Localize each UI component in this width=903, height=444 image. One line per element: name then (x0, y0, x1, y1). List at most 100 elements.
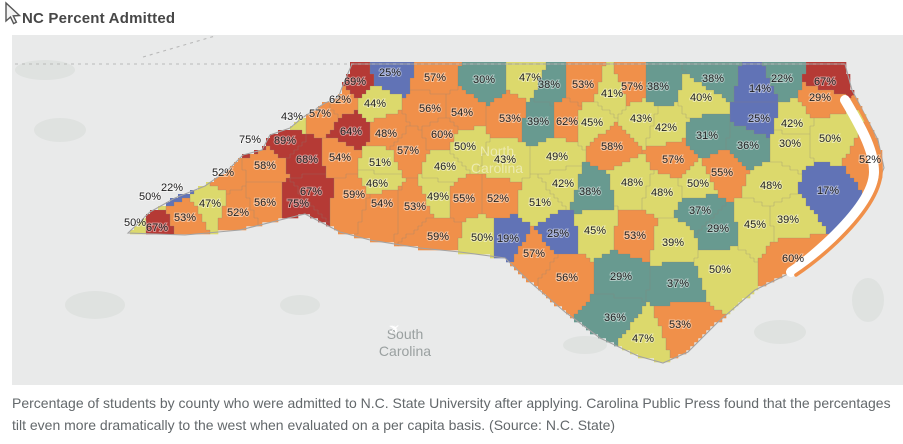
county-region[interactable] (598, 82, 623, 87)
county-region[interactable] (370, 66, 415, 71)
county-region[interactable] (590, 162, 623, 167)
county-region[interactable] (714, 182, 747, 187)
county-region[interactable] (258, 222, 263, 227)
county-region[interactable] (330, 102, 359, 107)
county-region[interactable] (770, 218, 819, 223)
county-region[interactable] (698, 238, 739, 243)
county-region[interactable] (730, 110, 779, 115)
county-region[interactable] (390, 90, 411, 95)
county-region[interactable] (658, 222, 687, 227)
county-region[interactable] (458, 66, 507, 71)
county-region[interactable] (446, 106, 487, 111)
county-region[interactable] (590, 294, 615, 299)
county-region[interactable] (646, 142, 667, 147)
county-region[interactable] (678, 90, 715, 95)
county-region[interactable] (694, 258, 755, 263)
county-region[interactable] (506, 90, 511, 95)
county-region[interactable] (482, 202, 519, 207)
county-region[interactable] (326, 222, 331, 227)
county-region[interactable] (430, 206, 451, 211)
county-region[interactable] (322, 214, 331, 219)
county-region[interactable] (398, 166, 423, 171)
county-value-label[interactable]: 67% (299, 185, 323, 199)
county-region[interactable] (518, 198, 559, 203)
county-region[interactable] (334, 182, 363, 187)
county-region[interactable] (402, 238, 459, 243)
county-region[interactable] (802, 174, 851, 179)
county-region[interactable] (762, 162, 783, 167)
county-region[interactable] (658, 170, 687, 175)
county-region[interactable] (706, 294, 751, 299)
county-region[interactable] (246, 186, 283, 191)
county-region[interactable] (362, 146, 387, 151)
county-value-label[interactable]: 53% (403, 200, 427, 214)
county-region[interactable] (494, 242, 523, 247)
county-region[interactable] (770, 142, 811, 147)
county-region[interactable] (354, 234, 395, 239)
county-region[interactable] (322, 142, 347, 147)
county-region[interactable] (722, 94, 735, 99)
county-region[interactable] (582, 102, 599, 107)
county-region[interactable] (510, 262, 551, 267)
county-region[interactable] (494, 238, 527, 243)
county-region[interactable] (258, 218, 279, 223)
county-region[interactable] (454, 218, 467, 223)
county-region[interactable] (594, 274, 651, 279)
county-region[interactable] (774, 86, 803, 91)
county-region[interactable] (322, 158, 359, 163)
county-value-labels[interactable]: 50%22%50% 67%53%47%52%52%56%58%75% 89%43% 5… (123, 66, 882, 346)
county-region[interactable] (494, 230, 531, 235)
county-region[interactable] (446, 114, 487, 119)
county-region[interactable] (426, 218, 455, 223)
county-region[interactable] (190, 190, 195, 195)
county-region[interactable] (590, 298, 643, 303)
county-value-label[interactable]: 67% (145, 221, 169, 235)
county-region[interactable] (706, 290, 755, 295)
county-region[interactable] (458, 158, 483, 163)
county-region[interactable] (650, 126, 687, 131)
county-value-label[interactable]: 53% (623, 229, 647, 243)
county-region[interactable] (290, 126, 307, 131)
county-region[interactable] (566, 138, 579, 143)
county-region[interactable] (330, 210, 363, 215)
county-region[interactable] (602, 78, 619, 83)
county-region[interactable] (762, 254, 819, 259)
county-value-label[interactable]: 51% (528, 196, 552, 210)
county-region[interactable] (582, 322, 631, 327)
county-region[interactable] (710, 154, 735, 159)
county-region[interactable] (754, 130, 775, 135)
county-region[interactable] (646, 158, 699, 163)
county-region[interactable] (634, 138, 647, 143)
county-value-label[interactable]: 75% (286, 197, 310, 211)
county-region[interactable] (646, 74, 683, 79)
county-region[interactable] (734, 86, 775, 91)
county-region[interactable] (266, 138, 307, 143)
county-region[interactable] (646, 70, 687, 75)
county-region[interactable] (778, 114, 811, 119)
county-region[interactable] (318, 218, 327, 223)
county-value-label[interactable]: 45% (580, 116, 604, 130)
county-region[interactable] (586, 302, 647, 307)
county-region[interactable] (810, 150, 851, 155)
county-region[interactable] (726, 146, 771, 151)
county-region[interactable] (830, 162, 843, 167)
county-region[interactable] (458, 82, 507, 87)
county-value-label[interactable]: 55% (710, 166, 734, 180)
county-region[interactable] (702, 162, 743, 167)
county-region[interactable] (406, 234, 463, 239)
county-region[interactable] (342, 90, 351, 95)
county-region[interactable] (754, 258, 759, 263)
county-region[interactable] (506, 70, 543, 75)
county-region[interactable] (810, 134, 859, 139)
county-region[interactable] (466, 174, 483, 179)
county-region[interactable] (690, 146, 727, 151)
county-region[interactable] (434, 214, 451, 219)
county-region[interactable] (398, 110, 403, 115)
county-value-label[interactable]: 48% (620, 176, 644, 190)
county-region[interactable] (254, 210, 283, 215)
county-region[interactable] (306, 130, 331, 135)
county-value-label[interactable]: 60% (781, 252, 805, 266)
county-region[interactable] (346, 74, 375, 79)
county-region[interactable] (222, 206, 251, 211)
county-region[interactable] (598, 166, 615, 171)
